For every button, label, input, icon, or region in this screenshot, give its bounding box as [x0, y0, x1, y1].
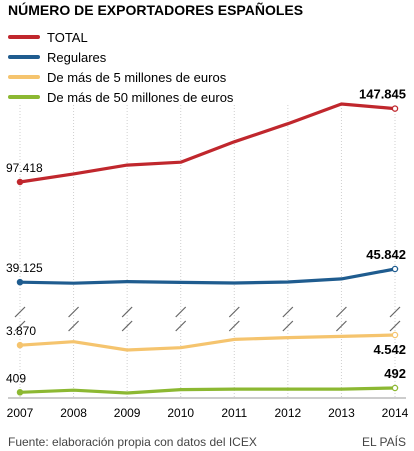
data-point: [391, 384, 399, 392]
value-labels: 97.418 147.845 39.125 45.842 3.870 4.542 409 49…: [6, 87, 406, 386]
axis-break-mark: [389, 306, 401, 318]
legend-label: TOTAL: [47, 30, 88, 45]
source-note: Fuente: elaboración propia con datos del…: [8, 435, 257, 449]
series-line: [18, 386, 397, 395]
end-value-label: 147.845: [359, 87, 406, 102]
legend-label: De más de 5 millones de euros: [47, 70, 227, 85]
axis-break-mark: [121, 306, 133, 318]
legend-label: De más de 50 millones de euros: [47, 90, 234, 105]
axis-break-mark: [175, 320, 187, 332]
axis-break-mark: [68, 306, 79, 318]
grid-lines: [8, 105, 406, 399]
legend-label: Regulares: [47, 50, 107, 65]
end-value-label: 4.542: [373, 342, 406, 357]
x-tick-label: 2013: [328, 406, 355, 420]
axis-break-mark: [336, 306, 347, 318]
x-tick-label: 2011: [221, 406, 247, 420]
series-line: [18, 333, 397, 352]
x-axis-ticks: 2007 2008 2009 2010 2011 2012 2013 2014: [7, 406, 409, 420]
end-value-label: 45.842: [366, 247, 406, 262]
axis-break-mark: [121, 320, 133, 332]
axis-break-mark: [14, 320, 26, 332]
axis-break-mark: [336, 320, 347, 332]
series-line: [18, 102, 397, 184]
start-value-label: 3.870: [6, 324, 36, 338]
series-group: [16, 102, 399, 396]
data-point: [16, 341, 24, 349]
x-tick-label: 2010: [167, 406, 194, 420]
x-tick-label: 2007: [7, 406, 34, 420]
x-tick-label: 2008: [60, 406, 87, 420]
x-tick-label: 2014: [382, 406, 409, 420]
start-value-label: 97.418: [6, 161, 43, 175]
legend: TOTAL Regulares De más de 5 millones de eu…: [8, 30, 234, 105]
axis-break-mark: [389, 320, 401, 332]
start-value-label: 409: [6, 371, 26, 385]
data-point: [391, 331, 399, 339]
data-point: [16, 178, 24, 186]
axis-break-mark: [228, 306, 240, 318]
data-point: [16, 389, 24, 396]
axis-break-mark: [228, 320, 240, 332]
axis-break-mark: [282, 306, 294, 318]
end-value-label: 492: [384, 366, 406, 381]
series-line: [18, 267, 397, 285]
data-point: [391, 265, 399, 273]
axis-break-mark: [14, 306, 26, 318]
publisher-brand: EL PAÍS: [362, 434, 406, 449]
axis-break-marks: [14, 306, 401, 332]
axis-break-mark: [68, 320, 79, 332]
axis-break-mark: [175, 306, 187, 318]
data-point: [391, 105, 399, 112]
data-point: [16, 278, 24, 286]
start-value-label: 39.125: [6, 261, 43, 275]
axis-break-mark: [282, 320, 294, 332]
x-tick-label: 2012: [275, 406, 302, 420]
chart-title: NÚMERO DE EXPORTADORES ESPAÑOLES: [8, 1, 303, 18]
x-tick-label: 2009: [114, 406, 141, 420]
